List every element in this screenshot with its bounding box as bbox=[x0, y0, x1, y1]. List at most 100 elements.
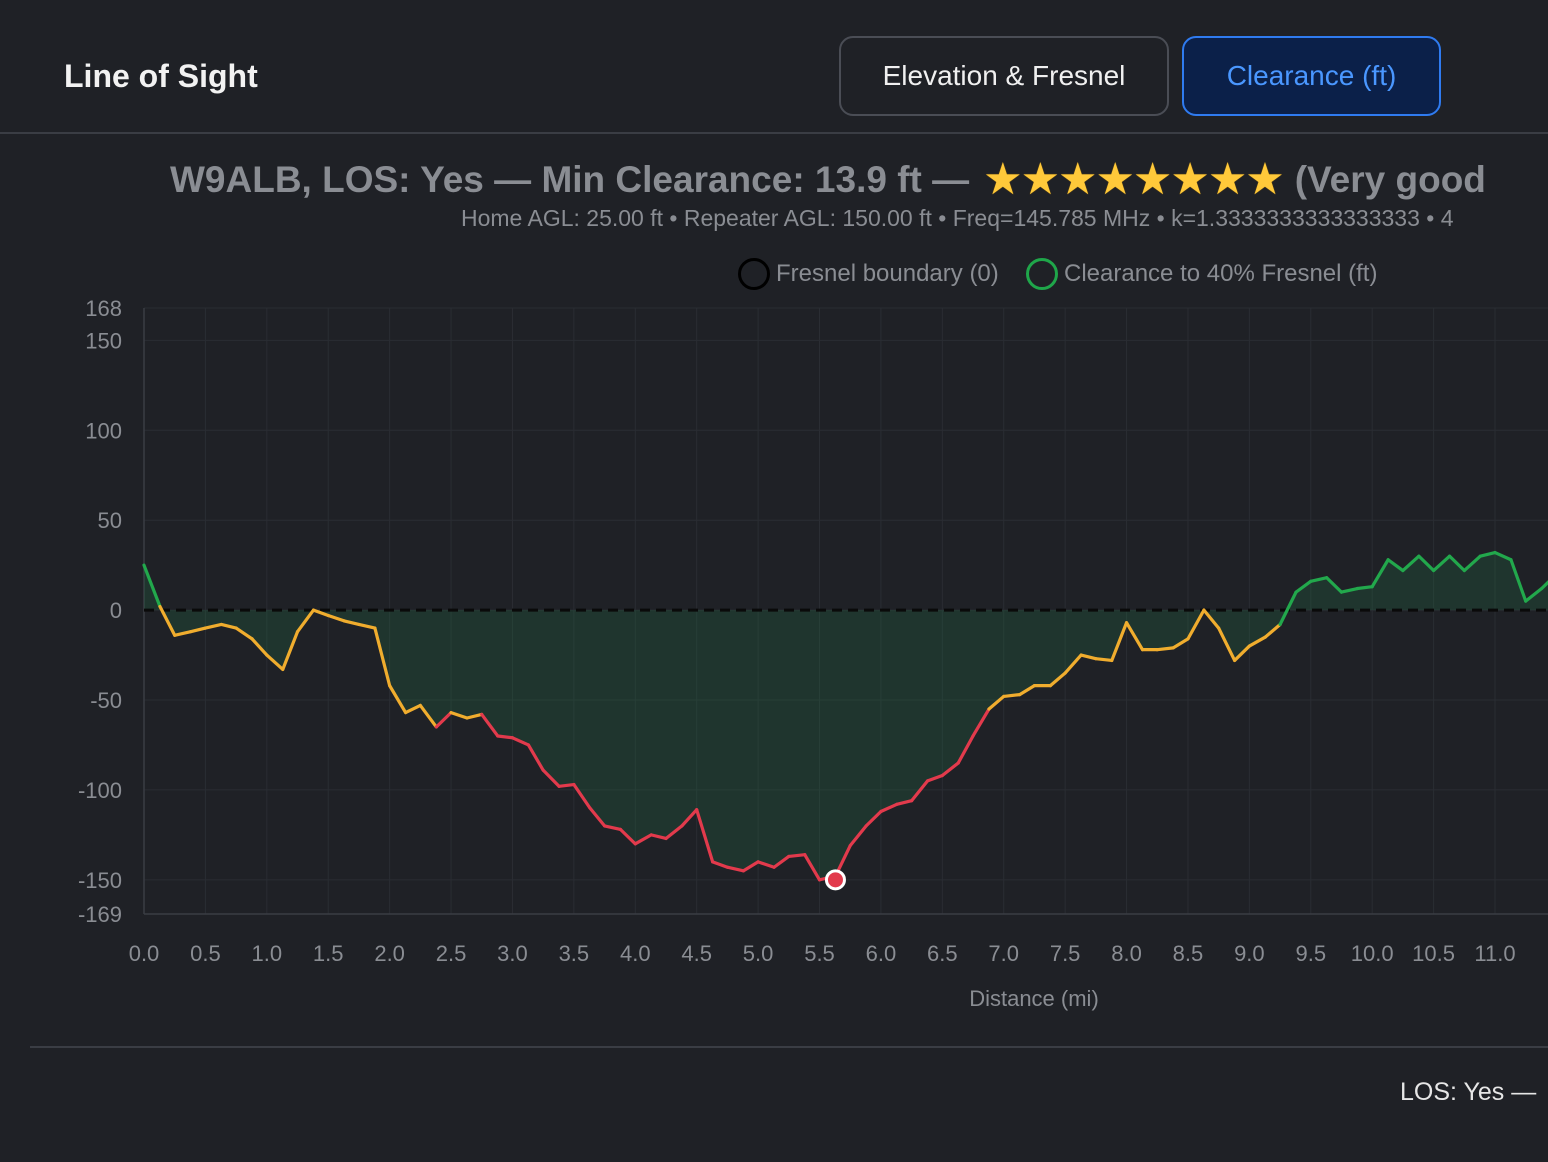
y-tick-label: 150 bbox=[85, 328, 122, 353]
clearance-line-segment bbox=[342, 619, 361, 627]
clearance-line-segment bbox=[1247, 635, 1267, 648]
x-tick-label: 8.0 bbox=[1111, 941, 1142, 966]
clearance-line-segment bbox=[572, 782, 592, 810]
clearance-line-segment bbox=[480, 712, 500, 738]
clearance-line-segment bbox=[1493, 550, 1513, 562]
clearance-line-segment bbox=[189, 626, 208, 634]
clearance-line-segment bbox=[219, 622, 238, 630]
clearance-line-segment bbox=[987, 694, 1006, 711]
x-tick-label: 4.0 bbox=[620, 941, 651, 966]
x-tick-label: 2.5 bbox=[436, 941, 467, 966]
clearance-line-segment bbox=[234, 626, 254, 641]
x-tick-label: 5.0 bbox=[743, 941, 774, 966]
clearance-line-segment bbox=[526, 743, 545, 772]
footer-status: LOS: Yes — bbox=[1400, 1078, 1537, 1106]
legend-label: Clearance to 40% Fresnel (ft) bbox=[1064, 260, 1378, 287]
clearance-line-segment bbox=[1355, 585, 1374, 591]
clearance-line-segment bbox=[895, 799, 914, 806]
clearance-line-segment bbox=[1540, 580, 1548, 591]
clearance-line-segment bbox=[295, 608, 316, 634]
x-tick-label: 8.5 bbox=[1173, 941, 1204, 966]
clearance-line-segment bbox=[1524, 586, 1544, 603]
clearance-line-segment bbox=[910, 779, 930, 803]
legend-swatch-icon bbox=[1026, 258, 1058, 290]
clearance-line-segment bbox=[602, 824, 623, 832]
clearance-line-segment bbox=[1462, 554, 1482, 573]
clearance-line-segment bbox=[265, 653, 285, 672]
clearance-line-segment bbox=[1155, 646, 1175, 652]
clearance-line-segment bbox=[1294, 579, 1313, 594]
y-tick-label: 0 bbox=[110, 598, 122, 623]
clearance-line-segment bbox=[1309, 576, 1329, 583]
y-tick-label: 50 bbox=[98, 508, 122, 533]
x-tick-label: 10.0 bbox=[1351, 941, 1394, 966]
clearance-line-segment bbox=[281, 630, 300, 672]
clearance-line-segment bbox=[1431, 554, 1452, 573]
clearance-line-segment bbox=[618, 827, 637, 846]
clearance-line-segment bbox=[1325, 576, 1344, 594]
x-tick-label: 6.0 bbox=[866, 941, 897, 966]
clearance-line-segment bbox=[449, 710, 469, 720]
clearance-line-segment bbox=[879, 802, 899, 814]
x-tick-label: 3.0 bbox=[497, 941, 528, 966]
clearance-line-segment bbox=[510, 736, 531, 747]
clearance-line-segment bbox=[357, 622, 377, 630]
clearance-line-segment bbox=[1217, 626, 1237, 663]
clearance-line-segment bbox=[925, 773, 944, 783]
y-tick-label: 100 bbox=[85, 418, 122, 443]
y-tick-label: -150 bbox=[78, 868, 122, 893]
clearance-line-segment bbox=[1002, 693, 1022, 699]
clearance-line-segment bbox=[971, 707, 991, 738]
clearance-line-segment bbox=[1079, 653, 1098, 661]
clearance-line-segment bbox=[1186, 608, 1206, 641]
chart-subtitle: Home AGL: 25.00 ft • Repeater AGL: 150.0… bbox=[461, 205, 1454, 231]
clearance-line-segment bbox=[1339, 586, 1360, 594]
legend-item-clearance[interactable]: Clearance to 40% Fresnel (ft) bbox=[1026, 256, 1377, 292]
clearance-line-segment bbox=[173, 630, 193, 637]
clearance-line-segment bbox=[772, 854, 791, 869]
x-tick-label: 9.0 bbox=[1234, 941, 1265, 966]
clearance-line-segment bbox=[557, 782, 576, 788]
clearance-line-segment bbox=[741, 860, 760, 873]
clearance-line-segment bbox=[326, 613, 346, 623]
clearance-line-segment bbox=[1124, 621, 1145, 652]
clearance-line-segment bbox=[803, 853, 822, 882]
clearance-area-fill bbox=[144, 552, 1548, 880]
clearance-line-segment bbox=[1110, 621, 1129, 663]
clearance-line-segment bbox=[1386, 558, 1405, 573]
y-tick-label: 168 bbox=[85, 296, 122, 321]
clearance-line-segment bbox=[373, 626, 392, 688]
clearance-line-segment bbox=[1202, 608, 1221, 630]
clearance-line-segment bbox=[940, 761, 960, 778]
x-tick-label: 0.5 bbox=[190, 941, 221, 966]
clearance-line-segment bbox=[1048, 671, 1067, 688]
clearance-line-segment bbox=[404, 703, 422, 715]
legend-item-fresnel-boundary[interactable]: Fresnel boundary (0) bbox=[738, 256, 999, 292]
clearance-line-segment bbox=[1447, 554, 1466, 573]
rating-stars-icon: ★★★★★★★★ bbox=[983, 155, 1285, 204]
legend-swatch-icon bbox=[738, 258, 770, 290]
clearance-line-segment bbox=[465, 712, 484, 720]
clearance-line-segment bbox=[418, 703, 438, 729]
y-tick-label: -50 bbox=[90, 688, 122, 713]
clearance-line-segment bbox=[311, 608, 330, 618]
clearance-line-segment bbox=[1171, 637, 1190, 650]
y-tick-label: -100 bbox=[78, 778, 122, 803]
clearance-line-segment bbox=[158, 604, 177, 637]
x-tick-label: 10.5 bbox=[1412, 941, 1455, 966]
clearance-line-segment bbox=[1509, 558, 1528, 603]
x-tick-label: 11.0 bbox=[1474, 941, 1515, 966]
tab-elevation-fresnel[interactable]: Elevation & Fresnel bbox=[839, 36, 1169, 116]
x-tick-label: 2.0 bbox=[374, 941, 405, 966]
chart-panel-header: Line of Sight Elevation & Fresnel Cleara… bbox=[0, 0, 1548, 134]
clearance-line-segment bbox=[649, 833, 668, 841]
tab-clearance[interactable]: Clearance (ft) bbox=[1182, 36, 1441, 116]
x-tick-label: 6.5 bbox=[927, 941, 958, 966]
x-tick-label: 7.5 bbox=[1050, 941, 1081, 966]
clearance-line-segment bbox=[633, 833, 653, 846]
min-clearance-point bbox=[824, 869, 846, 891]
clearance-line-segment bbox=[725, 865, 745, 873]
clearance-line-segment bbox=[1233, 644, 1251, 663]
x-tick-label: 3.5 bbox=[559, 941, 590, 966]
